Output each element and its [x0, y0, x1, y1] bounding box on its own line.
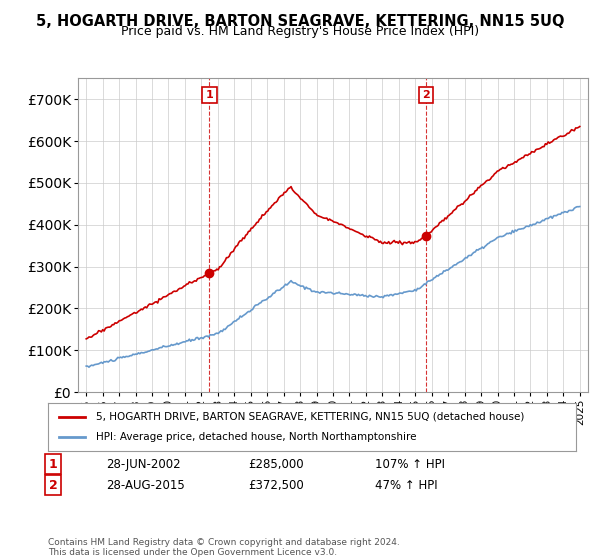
Text: 2: 2: [49, 479, 58, 492]
Text: 47% ↑ HPI: 47% ↑ HPI: [376, 479, 438, 492]
Text: 5, HOGARTH DRIVE, BARTON SEAGRAVE, KETTERING, NN15 5UQ: 5, HOGARTH DRIVE, BARTON SEAGRAVE, KETTE…: [36, 14, 564, 29]
Text: Price paid vs. HM Land Registry's House Price Index (HPI): Price paid vs. HM Land Registry's House …: [121, 25, 479, 38]
Text: 107% ↑ HPI: 107% ↑ HPI: [376, 458, 445, 470]
Text: 28-AUG-2015: 28-AUG-2015: [106, 479, 185, 492]
Text: 28-JUN-2002: 28-JUN-2002: [106, 458, 181, 470]
Text: £372,500: £372,500: [248, 479, 304, 492]
Text: HPI: Average price, detached house, North Northamptonshire: HPI: Average price, detached house, Nort…: [95, 432, 416, 442]
Text: 1: 1: [206, 90, 214, 100]
Text: 2: 2: [422, 90, 430, 100]
Text: 5, HOGARTH DRIVE, BARTON SEAGRAVE, KETTERING, NN15 5UQ (detached house): 5, HOGARTH DRIVE, BARTON SEAGRAVE, KETTE…: [95, 412, 524, 422]
Text: Contains HM Land Registry data © Crown copyright and database right 2024.
This d: Contains HM Land Registry data © Crown c…: [48, 538, 400, 557]
Text: 1: 1: [49, 458, 58, 470]
Text: £285,000: £285,000: [248, 458, 304, 470]
